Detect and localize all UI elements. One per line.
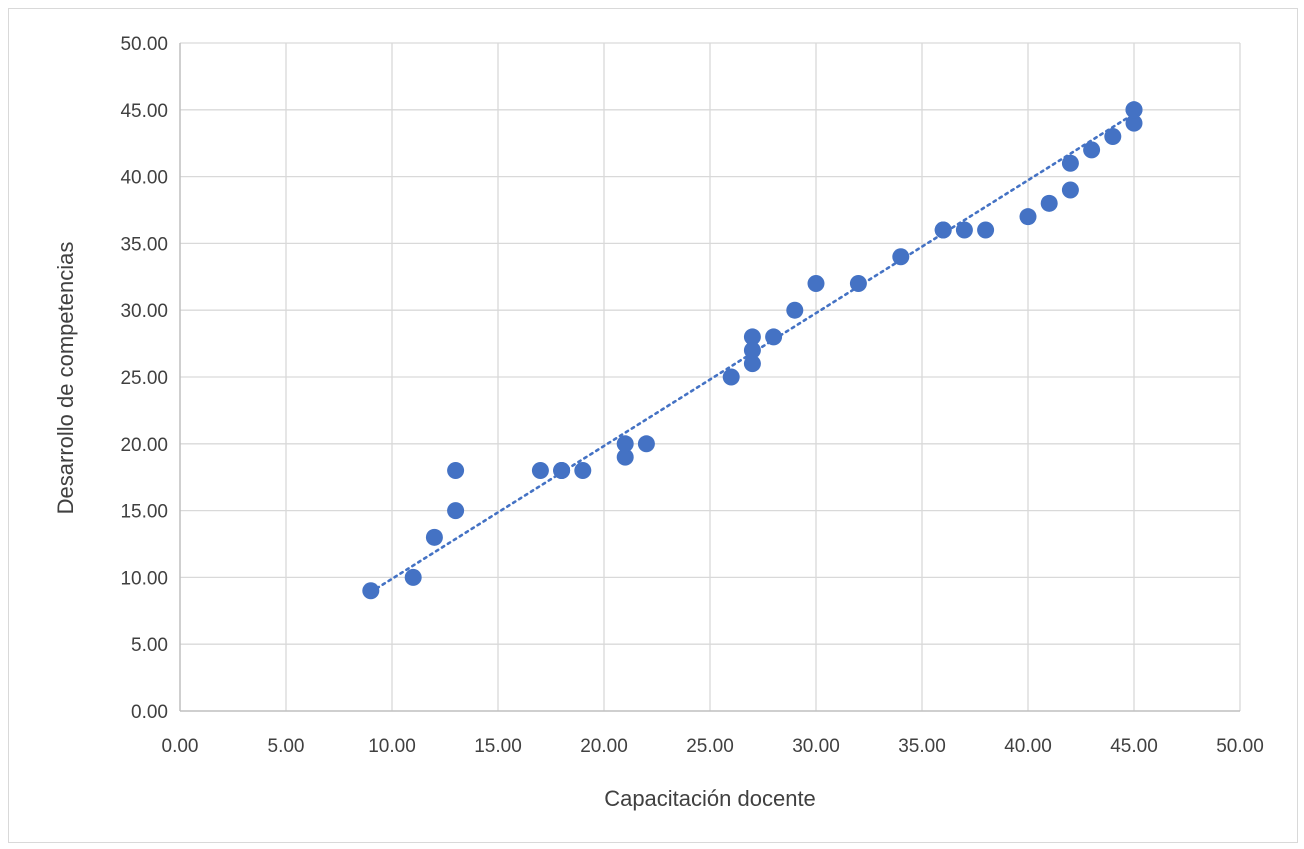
data-point — [553, 462, 571, 480]
data-point — [616, 448, 634, 466]
grid — [180, 42, 1241, 711]
x-tick-label: 45.00 — [1110, 736, 1158, 757]
data-point — [574, 462, 592, 480]
x-tick-label: 40.00 — [1004, 736, 1052, 757]
y-tick-label: 40.00 — [120, 168, 168, 189]
y-tick-label: 20.00 — [120, 435, 168, 456]
data-point — [637, 435, 655, 453]
data-point — [1061, 181, 1079, 199]
data-point — [1083, 141, 1101, 159]
data-point — [1104, 128, 1122, 146]
x-tick-label: 10.00 — [368, 736, 416, 757]
data-point — [404, 568, 422, 586]
y-tick-label: 0.00 — [131, 702, 168, 723]
data-point — [722, 368, 740, 386]
data-point — [743, 355, 761, 373]
y-tick-label: 30.00 — [120, 301, 168, 322]
data-points — [362, 101, 1143, 600]
y-tick-label: 35.00 — [120, 234, 168, 255]
x-axis-title: Capacitación docente — [604, 786, 816, 811]
x-tick-label: 30.00 — [792, 736, 840, 757]
data-point — [892, 248, 910, 266]
y-tick-label: 10.00 — [120, 568, 168, 589]
data-point — [1019, 208, 1037, 226]
x-tick-label: 25.00 — [686, 736, 734, 757]
y-tick-label: 50.00 — [120, 34, 168, 55]
y-tick-label: 15.00 — [120, 502, 168, 523]
data-point — [765, 328, 783, 346]
x-tick-label: 0.00 — [162, 736, 199, 757]
data-point — [1125, 101, 1143, 119]
data-point — [934, 221, 952, 239]
data-point — [531, 462, 549, 480]
y-axis-title: Desarrollo de competencias — [53, 242, 78, 515]
x-tick-label: 50.00 — [1216, 736, 1264, 757]
data-point — [616, 435, 634, 453]
data-point — [743, 341, 761, 359]
data-point — [743, 328, 761, 346]
x-tick-label: 15.00 — [474, 736, 522, 757]
x-tick-label: 35.00 — [898, 736, 946, 757]
data-point — [447, 462, 465, 480]
data-point — [977, 221, 995, 239]
data-point — [807, 274, 825, 292]
x-tick-labels: 0.00 5.00 10.00 15.00 20.00 25.00 30.00 35.00 40… — [162, 736, 1264, 757]
data-point — [1125, 114, 1143, 132]
data-point — [447, 502, 465, 520]
y-tick-label: 5.00 — [131, 635, 168, 656]
x-tick-label: 20.00 — [580, 736, 628, 757]
data-point — [955, 221, 973, 239]
data-point — [1040, 194, 1058, 212]
data-point — [1061, 154, 1079, 172]
y-tick-label: 25.00 — [120, 368, 168, 389]
data-point — [362, 582, 380, 600]
data-point — [849, 274, 867, 292]
data-point — [425, 528, 443, 546]
y-tick-labels: 0.00 5.00 10.00 15.00 20.00 25.00 30.00 35.00 40… — [120, 34, 168, 723]
x-tick-label: 5.00 — [268, 736, 305, 757]
axes — [179, 43, 1240, 712]
data-point — [786, 301, 804, 319]
y-tick-label: 45.00 — [120, 101, 168, 122]
